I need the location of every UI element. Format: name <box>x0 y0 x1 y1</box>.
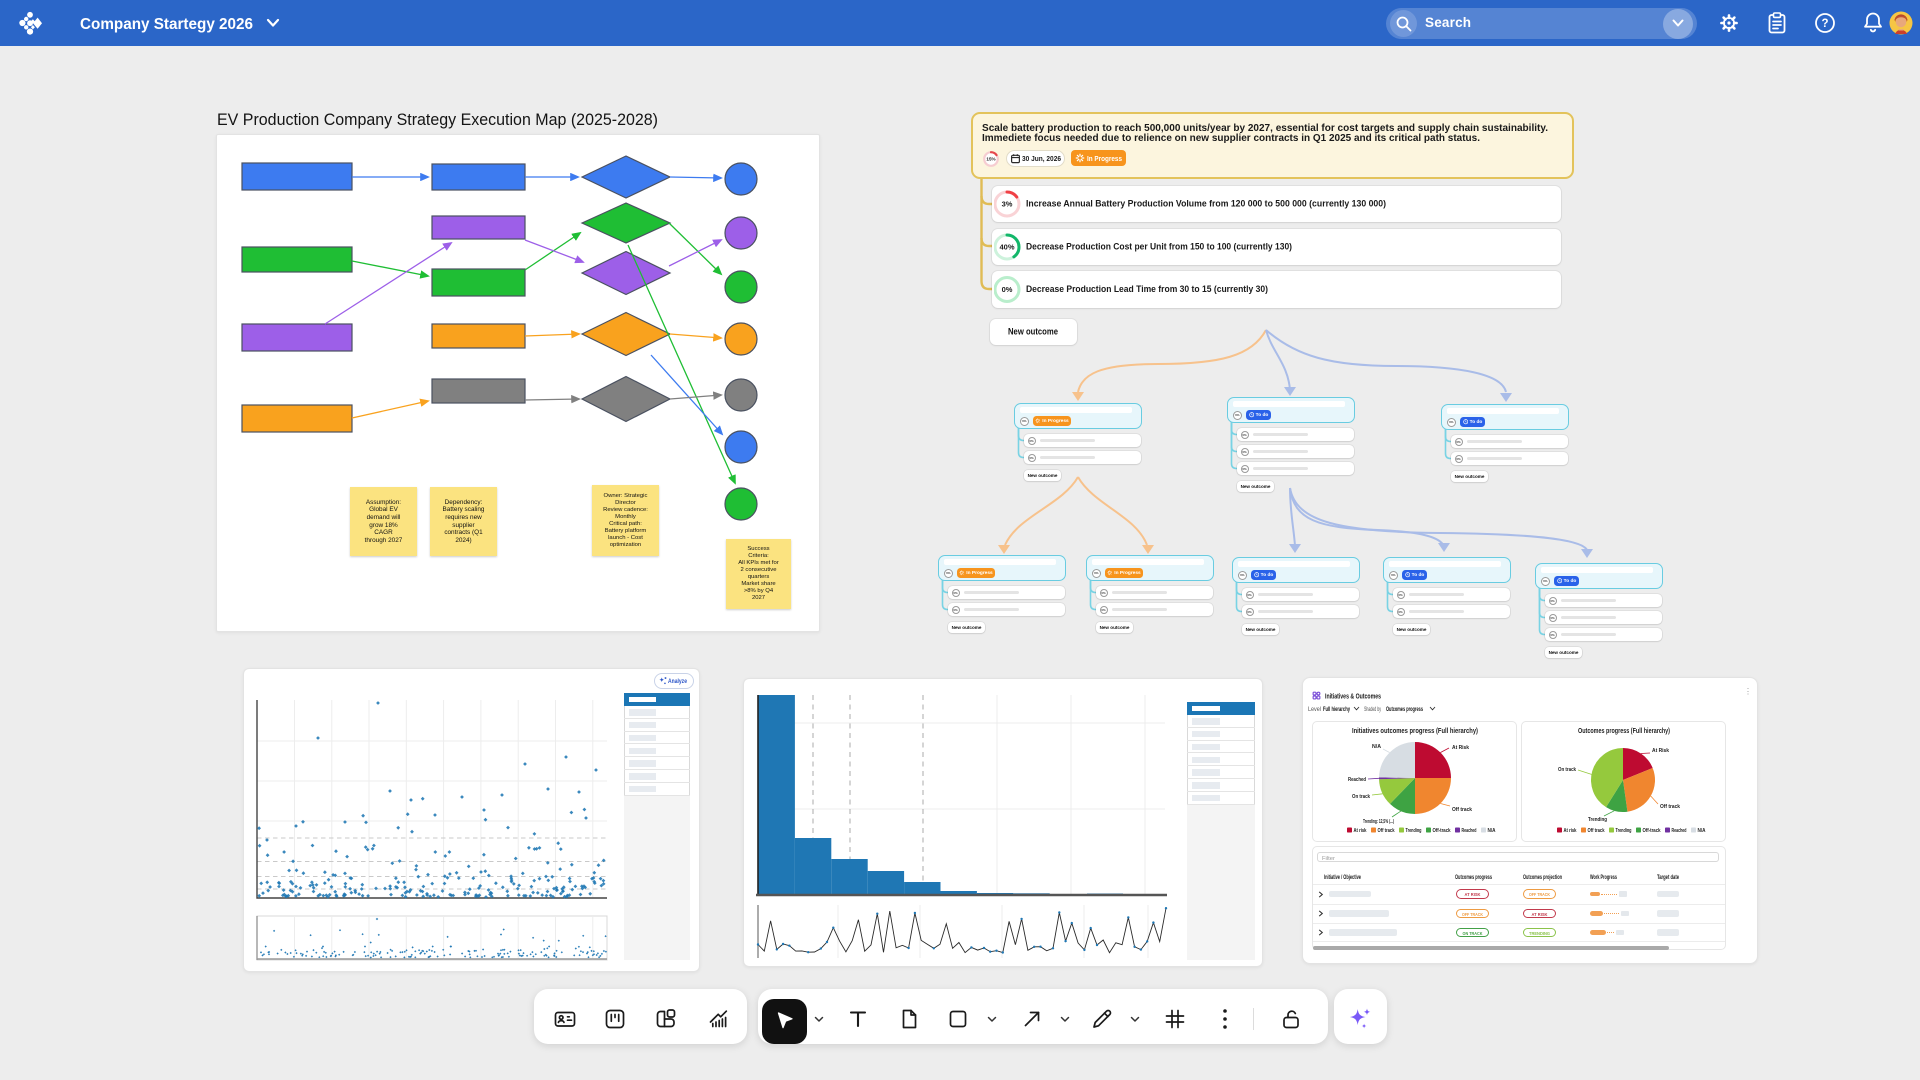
svg-text:Decrease Production Cost per U: Decrease Production Cost per Unit from 1… <box>1026 242 1292 253</box>
svg-text:OFF TRACK: OFF TRACK <box>1462 911 1484 916</box>
svg-text:15%: 15% <box>986 157 995 162</box>
svg-text:N/A: N/A <box>1488 828 1496 834</box>
svg-text:Reached: Reached <box>1672 828 1687 834</box>
svg-text:Reached: Reached <box>1348 777 1366 783</box>
svg-text:Off-track: Off-track <box>1433 828 1451 834</box>
svg-text:Work Progress: Work Progress <box>1590 875 1617 881</box>
svg-text:Scale battery production to re: Scale battery production to reach 500,00… <box>982 122 1548 134</box>
svg-text:Trending: 12,5% (...): Trending: 12,5% (...) <box>1363 819 1394 825</box>
svg-text:AT RISK: AT RISK <box>1532 911 1549 916</box>
svg-text:Initiatives & Outcomes: Initiatives & Outcomes <box>1325 692 1381 701</box>
svg-text:New outcome: New outcome <box>1008 327 1058 338</box>
svg-text:On track: On track <box>1558 767 1576 773</box>
svg-text:Outcomes projection: Outcomes projection <box>1523 875 1562 881</box>
svg-text:At risk: At risk <box>1564 828 1577 834</box>
svg-text:0%: 0% <box>1002 285 1013 294</box>
svg-text:Immediete focus needed due to: Immediete focus needed due to relience o… <box>982 132 1480 144</box>
svg-text:Initiatives outcomes progress: Initiatives outcomes progress (Full hier… <box>1352 728 1478 735</box>
svg-text:At Risk: At Risk <box>1452 745 1469 751</box>
svg-text:OFF TRACK: OFF TRACK <box>1529 892 1551 897</box>
svg-text:Outcomes progress: Outcomes progress <box>1386 706 1423 713</box>
svg-text:Off-track: Off-track <box>1643 828 1661 834</box>
svg-text:Reached: Reached <box>1462 828 1477 834</box>
svg-text:40%: 40% <box>999 243 1014 252</box>
svg-text:Increase Annual Battery Produc: Increase Annual Battery Production Volum… <box>1026 199 1386 210</box>
svg-text:3%: 3% <box>1002 200 1013 209</box>
svg-text:Shaded by: Shaded by <box>1364 707 1381 713</box>
svg-text:On track: On track <box>1352 794 1370 800</box>
svg-text:Filter: Filter <box>1322 856 1335 862</box>
svg-text:N/A: N/A <box>1372 744 1381 750</box>
svg-text:AT RISK: AT RISK <box>1465 892 1482 897</box>
svg-text:Level: Level <box>1308 707 1321 713</box>
svg-text:Off track: Off track <box>1452 807 1472 813</box>
svg-text:Off track: Off track <box>1588 828 1605 834</box>
svg-text:Target date: Target date <box>1657 875 1679 881</box>
svg-text:Trending: Trending <box>1588 817 1607 823</box>
svg-text:ON TRACK: ON TRACK <box>1463 930 1484 935</box>
svg-text:?: ? <box>1821 18 1828 30</box>
svg-text:Initiative / Objective: Initiative / Objective <box>1324 875 1361 881</box>
svg-text:Outcomes progress (Full hierar: Outcomes progress (Full hierarchy) <box>1578 728 1670 735</box>
svg-text:Full hierarchy: Full hierarchy <box>1323 706 1350 713</box>
svg-text:Trending: Trending <box>1406 828 1422 834</box>
svg-text:At Risk: At Risk <box>1652 748 1669 754</box>
svg-text:TRENDING: TRENDING <box>1529 930 1550 935</box>
svg-text:Off track: Off track <box>1660 804 1680 810</box>
svg-text:EV Production Company Strategy: EV Production Company Strategy Execution… <box>217 111 658 129</box>
svg-text:30 Jun, 2026: 30 Jun, 2026 <box>1022 154 1061 163</box>
svg-text:Outcomes progress: Outcomes progress <box>1455 875 1492 881</box>
svg-text:At risk: At risk <box>1354 828 1367 834</box>
svg-text:N/A: N/A <box>1698 828 1706 834</box>
svg-text:Company Startegy 2026: Company Startegy 2026 <box>80 16 253 33</box>
svg-text:Analyze: Analyze <box>668 678 687 685</box>
svg-text:Off track: Off track <box>1378 828 1395 834</box>
svg-text:Trending: Trending <box>1616 828 1632 834</box>
svg-text:Decrease Production Lead Time: Decrease Production Lead Time from 30 to… <box>1026 284 1268 295</box>
svg-text:In Progress: In Progress <box>1087 154 1122 163</box>
